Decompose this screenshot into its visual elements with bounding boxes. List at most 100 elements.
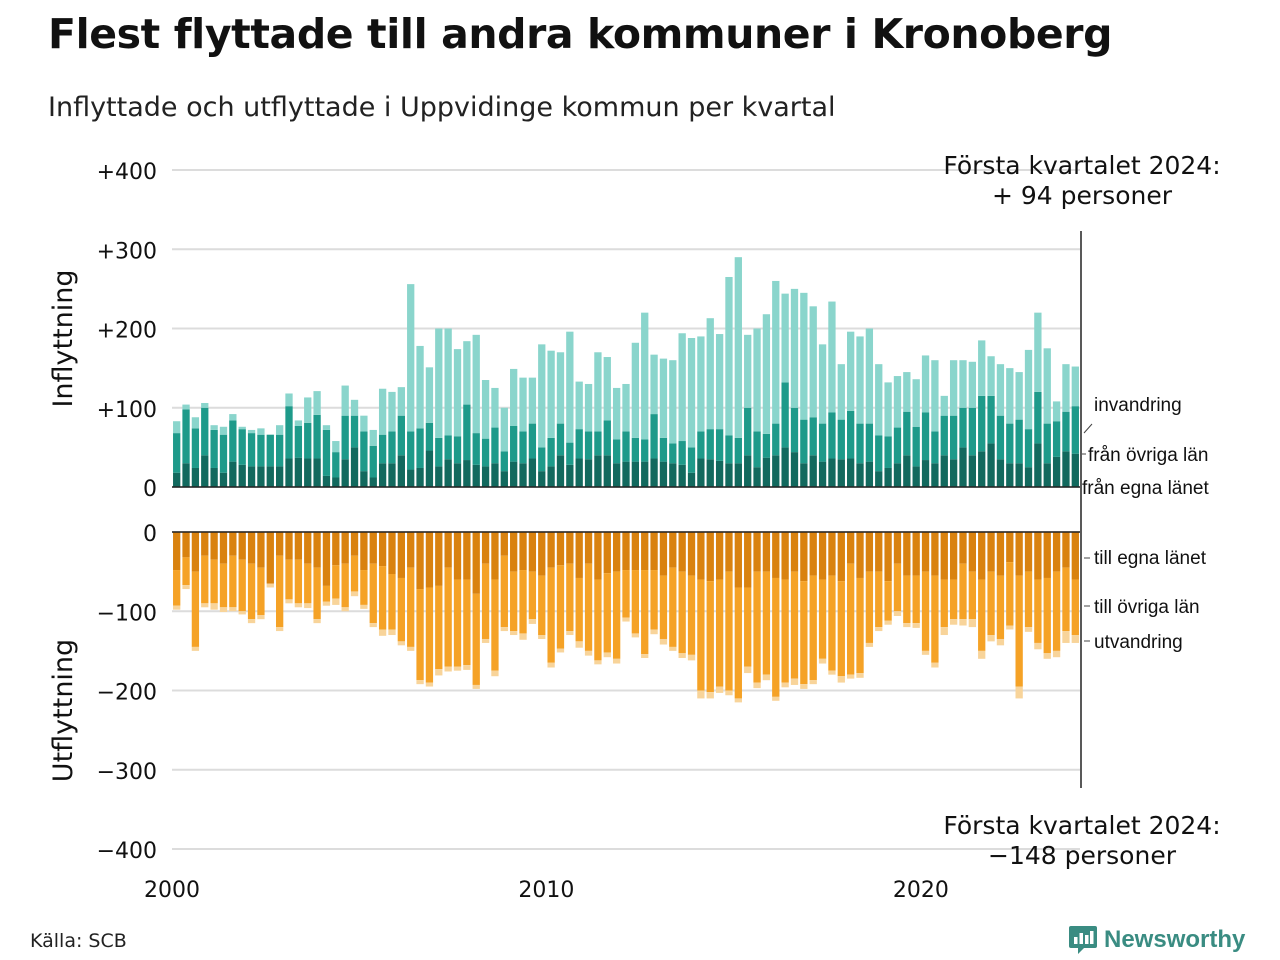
bar-segment <box>903 532 911 576</box>
bar-segment <box>210 467 218 487</box>
bar-segment <box>706 429 714 460</box>
bar-segment <box>182 463 190 487</box>
bar-segment <box>772 280 780 424</box>
bar-segment <box>500 451 508 472</box>
bar-segment <box>725 435 733 464</box>
bar-segment <box>538 575 546 636</box>
bar-segment <box>875 471 883 487</box>
bar-segment <box>641 439 649 462</box>
bar-segment <box>491 427 499 464</box>
bar-segment <box>1062 631 1070 643</box>
bar-segment <box>772 696 780 701</box>
brand[interactable]: Newsworthy <box>1068 924 1245 956</box>
bar-segment <box>1052 421 1061 457</box>
bar-segment <box>397 532 405 578</box>
bar-segment <box>575 458 583 487</box>
bar-segment <box>931 532 939 576</box>
bar-segment <box>996 459 1005 487</box>
bar-segment <box>566 331 574 443</box>
bar-segment <box>575 641 583 648</box>
bar-segment <box>201 555 209 604</box>
bar-segment <box>921 460 930 487</box>
bar-segment <box>481 466 490 487</box>
bar-segment <box>884 467 892 487</box>
bar-segment <box>959 532 967 564</box>
bar-segment <box>631 570 640 634</box>
bar-segment <box>191 417 200 429</box>
bar-segment <box>500 407 508 452</box>
bar-segment <box>416 428 424 468</box>
bar-segment <box>332 452 340 478</box>
bar-segment <box>949 532 958 580</box>
bar-segment <box>247 433 256 467</box>
bar-segment <box>491 670 499 677</box>
bar-segment <box>173 532 181 571</box>
bar-segment <box>275 627 284 632</box>
bar-segment <box>996 415 1005 460</box>
bar-segment <box>556 532 565 566</box>
bar-segment <box>669 567 677 647</box>
bar-segment <box>847 331 855 411</box>
bar-segment <box>510 461 518 487</box>
bar-segment <box>360 415 368 432</box>
bar-segment <box>519 570 527 634</box>
bar-segment <box>369 477 377 487</box>
bar-segment <box>238 532 246 560</box>
bar-segment <box>397 455 405 487</box>
bar-segment <box>275 532 284 556</box>
bar-segment <box>229 461 237 487</box>
bar-segment <box>416 345 424 429</box>
bar-segment <box>781 382 789 448</box>
bar-segment <box>1052 401 1061 422</box>
bar-segment <box>294 420 303 426</box>
bar-segment <box>884 382 892 437</box>
bar-segment <box>275 425 284 435</box>
bar-segment <box>453 579 462 667</box>
bar-segment <box>528 532 537 572</box>
bar-segment <box>622 431 630 462</box>
bar-segment <box>697 431 705 459</box>
bar-segment <box>809 532 817 576</box>
bar-segment <box>903 455 911 487</box>
bar-segment <box>491 463 499 487</box>
bar-segment <box>547 466 555 487</box>
bar-segment <box>884 620 892 625</box>
bar-segment <box>182 532 190 558</box>
bar-segment <box>678 441 686 465</box>
bar-segment <box>229 555 237 608</box>
bar-segment <box>987 443 995 487</box>
bar-segment <box>856 673 864 678</box>
bar-segment <box>669 532 677 568</box>
bar-segment <box>313 391 321 415</box>
bar-segment <box>472 334 480 434</box>
bar-segment <box>828 301 836 413</box>
bar-segment <box>425 587 434 683</box>
bar-segment <box>285 393 293 407</box>
bar-segment <box>1071 406 1079 454</box>
bar-segment <box>481 532 490 564</box>
bar-segment <box>210 425 218 430</box>
bar-segment <box>1043 423 1051 464</box>
bar-segment <box>968 571 977 620</box>
bar-segment <box>1034 579 1042 643</box>
bar-segment <box>219 563 228 608</box>
bar-segment <box>744 407 752 456</box>
bar-segment <box>753 571 761 683</box>
bar-segment <box>538 532 546 576</box>
bar-segment <box>893 427 902 464</box>
bar-segment <box>453 349 462 437</box>
bar-segment <box>865 571 874 643</box>
bar-segment <box>828 670 836 675</box>
bar-segment <box>931 360 939 432</box>
bar-segment <box>322 425 331 430</box>
bar-segment <box>734 437 742 464</box>
bar-segment <box>744 666 752 674</box>
bar-segment <box>510 368 518 426</box>
y-tick-label: +300 <box>97 239 157 264</box>
bar-segment <box>313 619 321 624</box>
bar-segment <box>594 579 602 661</box>
bar-segment <box>547 437 555 467</box>
bar-segment <box>444 435 452 460</box>
bar-segment <box>304 422 312 459</box>
y-axis-title: Inflyttning <box>48 269 79 407</box>
